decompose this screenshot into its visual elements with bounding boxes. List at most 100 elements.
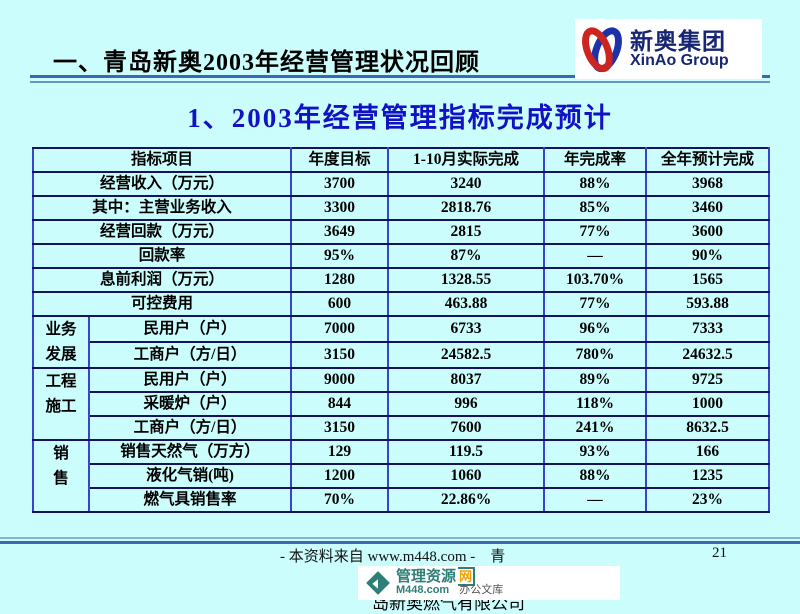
watermark-diamond-icon [366, 571, 390, 595]
value-cell: 3300 [290, 195, 390, 221]
metric-label: 液化气销(吨) [87, 463, 293, 489]
value-cell: — [543, 487, 648, 513]
value-cell: 88% [543, 171, 648, 197]
value-cell: 22.86% [387, 487, 546, 513]
value-cell: 844 [290, 391, 390, 417]
xinao-ribbon-icon [582, 27, 622, 73]
metric-label: 民用户（户） [87, 367, 293, 393]
table-row: 工商户（方/日） 3150 24582.5 780% 24632.5 [33, 341, 771, 369]
value-cell: 3649 [290, 219, 390, 245]
value-cell: 463.88 [387, 291, 546, 317]
value-cell: 118% [543, 391, 648, 417]
table-row: 燃气具销售率 70% 22.86% —23% [33, 487, 771, 513]
table-row: 经营收入（万元） 3700 3240 88% 3968 [31, 171, 771, 197]
value-cell: 1328.55 [387, 267, 546, 293]
page-number: 21 [712, 545, 727, 561]
slide-subtitle: 1、2003年经营管理指标完成预计 [187, 103, 613, 133]
watermark-net-glyph: 网 [458, 567, 476, 587]
value-cell: 8037 [387, 367, 546, 393]
value-cell: 90% [645, 243, 771, 269]
table-row: 经营回款（万元） 3649 2815 77% 3600 [31, 219, 771, 245]
table-row: 业务 发展 民用户（户） 7000 6733 96% 7333 [32, 315, 771, 369]
row-group-label: 业务 发展 [32, 315, 90, 369]
value-cell: 2815 [387, 219, 546, 245]
value-cell: 1060 [387, 463, 546, 489]
value-cell: 95% [290, 243, 390, 269]
slide-title: 一、青岛新奥2003年经营管理状况回顾 [53, 50, 480, 76]
value-cell: 88% [543, 463, 648, 489]
value-cell: 23% [645, 487, 771, 513]
title-underline-bottom [30, 81, 770, 83]
value-cell: 85% [543, 195, 648, 221]
table-row: 液化气销(吨) 1200 1060 88% 1235 [33, 463, 771, 489]
table-row: 工程 施工 民用户（户） 9000 8037 89% 9725 [32, 367, 771, 441]
metric-label: 工商户（方/日） [87, 341, 293, 369]
watermark-site-name: 管理资源 [396, 568, 457, 586]
column-header: 全年预计完成 [645, 147, 771, 173]
table-row: 工商户（方/日） 3150 7600 241% 8632.5 [33, 415, 771, 441]
metric-label: 回款率 [31, 243, 293, 269]
value-cell: 70% [290, 487, 390, 513]
value-cell: 9000 [290, 367, 390, 393]
company-logo: 新奥集团 XinAo Group [575, 19, 762, 79]
metric-label: 可控费用 [31, 291, 293, 317]
metrics-table-container: 指标项目 年度目标 1-10月实际完成 年完成率 全年预计完成 经营收入（万元） 3700… [31, 147, 771, 513]
metric-label: 息前利润（万元） [31, 267, 293, 293]
logo-name-cn: 新奥集团 [630, 27, 726, 54]
value-cell: 2818.76 [387, 195, 546, 221]
footer-divider-bottom [0, 541, 800, 544]
title-underline-top [30, 75, 770, 78]
header-row: 指标项目 年度目标 1-10月实际完成 年完成率 全年预计完成 [31, 147, 771, 173]
metric-label: 经营收入（万元） [31, 171, 293, 197]
table-head: 指标项目 年度目标 1-10月实际完成 年完成率 全年预计完成 [31, 147, 771, 173]
column-header: 1-10月实际完成 [387, 147, 546, 173]
value-cell: 3968 [645, 171, 771, 197]
value-cell: 1200 [290, 463, 390, 489]
table-row: 可控费用 600 463.88 77% 593.88 [31, 291, 771, 317]
row-group-label: 工程 施工 [32, 367, 90, 441]
value-cell: 166 [645, 439, 771, 465]
row-group-label: 销 售 [32, 439, 90, 513]
value-cell: 87% [387, 243, 546, 269]
table-body: 经营收入（万元） 3700 3240 88% 3968 其中：主营业务收入 3300 2818… [31, 171, 771, 513]
value-cell: 3150 [290, 341, 390, 369]
value-cell: 780% [543, 341, 648, 369]
value-cell: 9725 [645, 367, 771, 393]
column-header: 年度目标 [290, 147, 390, 173]
value-cell: 77% [543, 291, 648, 317]
metric-label: 销售天然气（万方） [87, 439, 293, 465]
watermark-badge: 管理资源网 M448.com 办公文库 [358, 566, 620, 600]
value-cell: 1280 [290, 267, 390, 293]
value-cell: — [543, 243, 648, 269]
logo-name-en: XinAo Group [630, 51, 729, 69]
footer-source-text: - 本资料来自 www.m448.com - 青 [280, 549, 506, 565]
value-cell: 593.88 [645, 291, 771, 317]
value-cell: 89% [543, 367, 648, 393]
value-cell: 93% [543, 439, 648, 465]
footer-divider-top [0, 537, 800, 539]
value-cell: 96% [543, 315, 648, 343]
column-header: 指标项目 [31, 147, 293, 173]
value-cell: 3240 [387, 171, 546, 197]
table-row: 息前利润（万元） 1280 1328.55 103.70% 1565 [31, 267, 771, 293]
table-row: 采暖炉（户） 844 996 118% 1000 [33, 391, 771, 417]
value-cell: 24582.5 [387, 341, 546, 369]
table-row: 回款率 95% 87% —90% [31, 243, 771, 269]
table-row: 其中：主营业务收入 3300 2818.76 85% 3460 [31, 195, 771, 221]
table-row: 销 售销售天然气（万方） 129 119.5 93% 166 [32, 439, 771, 513]
value-cell: 129 [290, 439, 390, 465]
value-cell: 600 [290, 291, 390, 317]
value-cell: 7000 [290, 315, 390, 343]
value-cell: 24632.5 [645, 341, 771, 369]
value-cell: 1000 [645, 391, 771, 417]
metrics-table: 指标项目 年度目标 1-10月实际完成 年完成率 全年预计完成 经营收入（万元） 3700… [31, 147, 771, 513]
column-header: 年完成率 [543, 147, 648, 173]
metric-label: 工商户（方/日） [87, 415, 293, 441]
value-cell: 7333 [645, 315, 771, 343]
value-cell: 3600 [645, 219, 771, 245]
value-cell: 103.70% [543, 267, 648, 293]
value-cell: 8632.5 [645, 415, 771, 441]
metric-label: 采暖炉（户） [87, 391, 293, 417]
value-cell: 77% [543, 219, 648, 245]
watermark-tagline: 办公文库 [459, 584, 504, 597]
